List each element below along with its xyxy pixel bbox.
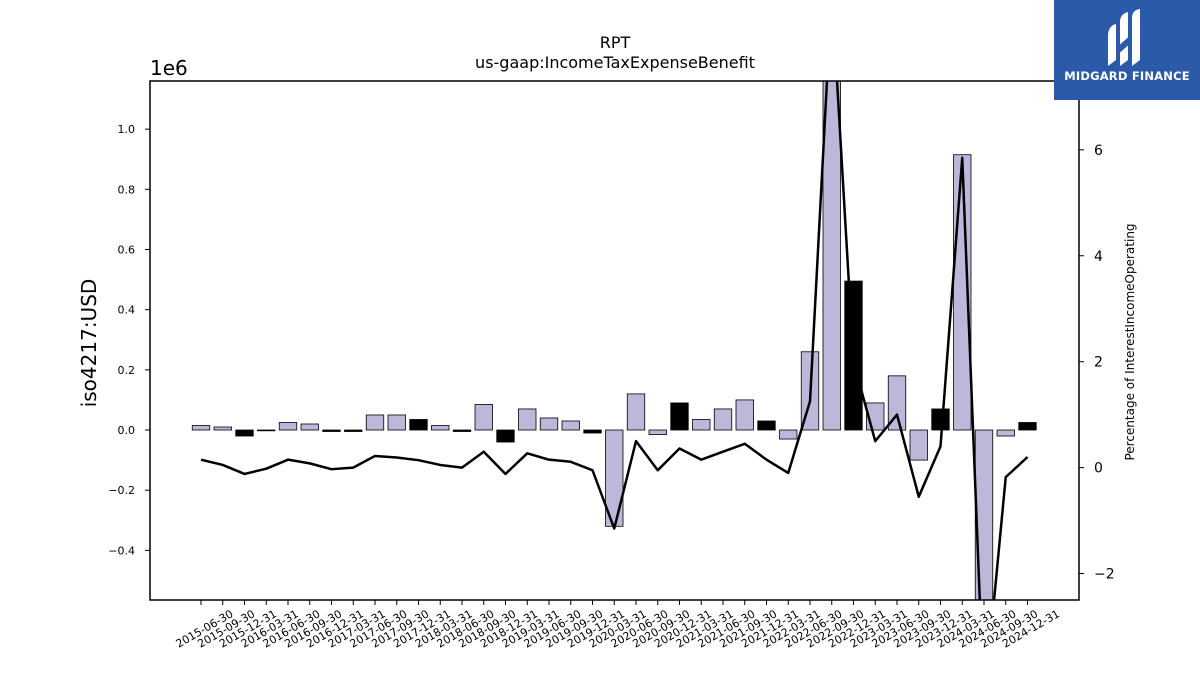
- y-tick-label: 0.4: [118, 304, 136, 317]
- y-tick-label: 0.6: [118, 243, 136, 256]
- bar-2022-09-30: [822, 81, 841, 431]
- bar-2020-09-30: [648, 429, 667, 435]
- bar-2023-09-30: [909, 429, 928, 461]
- bar-2017-12-31: [409, 419, 428, 431]
- y-axis-label: iso4217:USD: [77, 279, 101, 408]
- chart-title: RPT: [600, 33, 631, 52]
- line-series: [200, 81, 1029, 600]
- y2-tick-label: 4: [1094, 249, 1103, 265]
- bar-2021-09-30: [735, 399, 754, 431]
- y-axis-ticks: −0.4 −0.2 0.0 0.2 0.4 0.6 0.8 1.0: [108, 123, 150, 557]
- brand-logo: MIDGARD FINANCE: [1054, 0, 1200, 100]
- bar-2018-06-30: [452, 429, 472, 432]
- y2-axis-ticks: −2 0 2 4 6: [1079, 143, 1115, 583]
- y-tick-label: −0.2: [108, 484, 135, 497]
- bar-2019-06-30: [539, 417, 559, 431]
- bar-2021-03-31: [692, 419, 711, 431]
- y2-tick-label: 2: [1094, 355, 1103, 371]
- bar-2015-12-31: [235, 429, 254, 437]
- bar-2017-03-31: [344, 429, 363, 432]
- line-layer: [200, 81, 1029, 600]
- y-tick-label: 0.2: [118, 364, 136, 377]
- bar-2019-09-30: [561, 420, 580, 431]
- y-tick-label: −0.4: [108, 544, 135, 557]
- bar-2017-09-30: [387, 414, 406, 431]
- bar-2018-03-31: [431, 425, 450, 431]
- bar-2015-06-30: [191, 425, 211, 431]
- bar-2018-09-30: [474, 404, 493, 431]
- bar-2016-06-30: [278, 422, 298, 431]
- bar-2019-03-31: [518, 408, 537, 431]
- bar-2023-12-31: [931, 408, 950, 431]
- bar-2015-09-30: [213, 426, 232, 431]
- bar-2016-03-31: [257, 429, 276, 432]
- y2-tick-label: 0: [1094, 461, 1103, 477]
- bar-2021-12-31: [757, 420, 776, 431]
- brand-name: MIDGARD FINANCE: [1064, 69, 1190, 83]
- y-offset-label: 1e6: [150, 56, 188, 80]
- bar-2024-09-30: [996, 429, 1015, 437]
- bar-2024-06-30: [974, 429, 994, 600]
- bar-2024-12-31: [1018, 422, 1037, 431]
- plot-frame: [149, 80, 1080, 601]
- bars-layer: [191, 81, 1037, 600]
- bar-2020-12-31: [670, 402, 689, 431]
- y-tick-label: 1.0: [118, 123, 136, 136]
- bar-2021-06-30: [713, 408, 733, 431]
- y2-axis-label: Percentage of InterestIncomeOperating: [1123, 223, 1137, 460]
- bar-2019-12-31: [583, 429, 602, 434]
- bar-2018-12-31: [496, 429, 515, 443]
- y2-tick-label: −2: [1094, 567, 1115, 583]
- y-tick-label: 0.8: [118, 183, 136, 196]
- bar-2016-12-31: [322, 429, 341, 432]
- y2-tick-label: 6: [1094, 143, 1103, 159]
- y-tick-label: 0.0: [118, 424, 136, 437]
- bar-2016-09-30: [300, 423, 319, 431]
- x-axis-ticks: 2015-06-302015-09-302015-12-312016-03-31…: [174, 600, 1062, 651]
- bar-2022-03-31: [779, 429, 798, 440]
- bar-2017-06-30: [365, 414, 385, 431]
- midgard-logo-icon: [1108, 9, 1140, 66]
- bar-2020-06-30: [626, 393, 646, 431]
- chart-subtitle: us-gaap:IncomeTaxExpenseBenefit: [475, 53, 755, 72]
- bar-2023-06-30: [887, 375, 907, 431]
